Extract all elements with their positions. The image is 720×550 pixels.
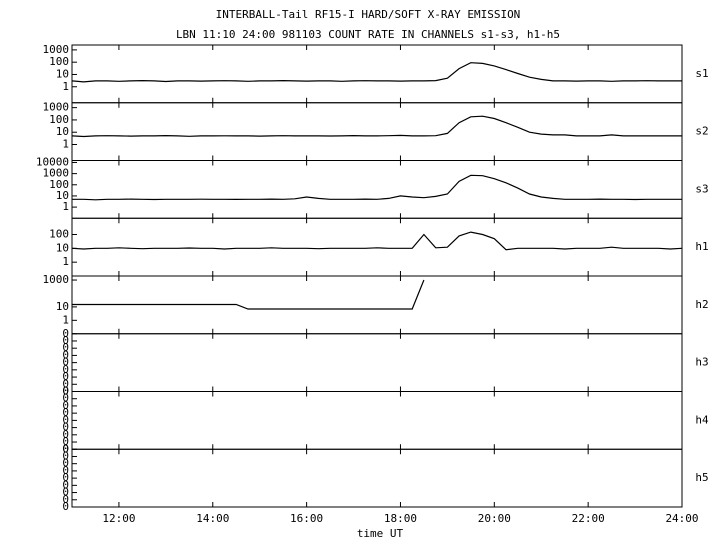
panel-name: s3 bbox=[695, 182, 708, 195]
x-tick-label: 24:00 bbox=[665, 512, 698, 525]
panel-name: h5 bbox=[695, 471, 708, 484]
panel-name: h1 bbox=[695, 240, 708, 253]
x-tick-label: 16:00 bbox=[290, 512, 323, 525]
panel-frame bbox=[71, 44, 683, 104]
data-line bbox=[72, 279, 425, 310]
y-tick-label: 10 bbox=[56, 125, 69, 138]
panel-name: s2 bbox=[695, 125, 708, 138]
x-tick-label: 18:00 bbox=[384, 512, 417, 525]
y-tick-label: 1 bbox=[62, 313, 69, 326]
panel-frame bbox=[71, 102, 683, 161]
y-tick-label: 10000 bbox=[36, 155, 69, 168]
y-tick-label: 1000 bbox=[43, 101, 70, 114]
y-tick-label: 0 bbox=[62, 421, 69, 434]
y-tick-label: 0 bbox=[62, 486, 69, 499]
data-line bbox=[72, 174, 682, 201]
y-tick-label: 0 bbox=[62, 428, 69, 441]
y-tick-label: 0 bbox=[62, 356, 69, 369]
y-tick-label: 0 bbox=[62, 348, 69, 361]
y-tick-label: 0 bbox=[62, 406, 69, 419]
panel-frame bbox=[71, 217, 683, 277]
y-tick-label: 1 bbox=[62, 200, 69, 213]
y-tick-label: 0 bbox=[62, 370, 69, 383]
panel-frame bbox=[71, 448, 683, 508]
y-tick-label: 100 bbox=[49, 228, 69, 241]
data-line bbox=[71, 62, 682, 83]
panel-name: h2 bbox=[695, 298, 708, 311]
y-tick-label: 10 bbox=[56, 189, 69, 202]
y-tick-label: 0 bbox=[62, 399, 69, 412]
y-tick-label: 0 bbox=[62, 442, 69, 455]
y-tick-label: 10 bbox=[56, 300, 69, 313]
y-tick-label: 0 bbox=[62, 464, 69, 477]
y-tick-label: 0 bbox=[62, 500, 69, 513]
chart-title: INTERBALL-Tail RF15-I HARD/SOFT X-RAY EM… bbox=[216, 8, 521, 21]
y-tick-label: 0 bbox=[62, 363, 69, 376]
data-line bbox=[71, 231, 683, 251]
panel-frame bbox=[71, 333, 683, 392]
y-tick-label: 0 bbox=[62, 457, 69, 470]
panel-name: s1 bbox=[695, 67, 708, 80]
y-tick-label: 100 bbox=[49, 55, 69, 68]
y-tick-label: 0 bbox=[62, 334, 69, 347]
y-tick-label: 100 bbox=[49, 113, 69, 126]
y-tick-label: 1 bbox=[62, 80, 69, 93]
y-tick-label: 0 bbox=[62, 493, 69, 506]
x-tick-label: 20:00 bbox=[478, 512, 511, 525]
data-line bbox=[71, 115, 682, 138]
y-tick-label: 0 bbox=[62, 478, 69, 491]
x-tick-label: 12:00 bbox=[102, 512, 135, 525]
y-tick-label: 0 bbox=[62, 435, 69, 448]
y-tick-label: 0 bbox=[62, 449, 69, 462]
y-tick-label: 1000 bbox=[43, 273, 70, 286]
y-tick-label: 0 bbox=[62, 385, 69, 398]
panel-name: h3 bbox=[695, 356, 708, 369]
chart-subtitle: LBN 11:10 24:00 981103 COUNT RATE IN CHA… bbox=[176, 28, 560, 41]
y-tick-label: 1 bbox=[62, 255, 69, 268]
y-tick-label: 0 bbox=[62, 442, 69, 455]
y-tick-label: 0 bbox=[62, 377, 69, 390]
x-tick-label: 22:00 bbox=[572, 512, 605, 525]
y-tick-label: 0 bbox=[62, 341, 69, 354]
panel-name: h4 bbox=[695, 413, 709, 426]
y-tick-label: 0 bbox=[62, 385, 69, 398]
panel-frame bbox=[71, 160, 683, 219]
y-tick-label: 1 bbox=[62, 138, 69, 151]
y-tick-label: 0 bbox=[62, 471, 69, 484]
y-tick-label: 10 bbox=[56, 67, 69, 80]
y-tick-label: 0 bbox=[62, 413, 69, 426]
panel-frame bbox=[71, 391, 683, 450]
y-tick-label: 100 bbox=[49, 178, 69, 191]
x-tick-label: 14:00 bbox=[196, 512, 229, 525]
y-tick-label: 1000 bbox=[43, 43, 70, 56]
y-tick-label: 1000 bbox=[43, 167, 70, 180]
y-tick-label: 0 bbox=[62, 392, 69, 405]
x-axis-label: time UT bbox=[357, 527, 404, 540]
y-tick-label: 10 bbox=[56, 241, 69, 254]
y-tick-label: 0 bbox=[62, 327, 69, 340]
